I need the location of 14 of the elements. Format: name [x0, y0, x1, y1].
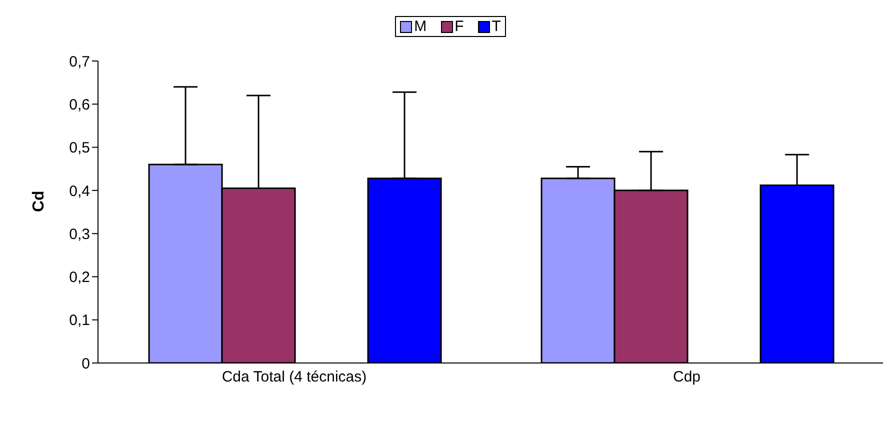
y-tick-label: 0 — [82, 355, 90, 372]
y-tick-label: 0,7 — [69, 53, 90, 70]
y-tick-label: 0,1 — [69, 312, 90, 330]
x-tick-label: Cda Total (4 técnicas) — [222, 368, 367, 386]
legend-label: F — [454, 18, 464, 35]
y-tick-label: 0,2 — [69, 269, 90, 286]
x-tick-label: Cdp — [672, 368, 701, 386]
y-tick-label: 0,5 — [69, 140, 90, 157]
legend-label: M — [413, 18, 427, 35]
legend-label: T — [490, 18, 501, 35]
y-tick-label: 0,3 — [69, 226, 90, 243]
y-tick-label: 0,6 — [69, 96, 90, 114]
y-axis-title: Cd — [30, 190, 48, 212]
y-tick-label: 0,4 — [69, 182, 90, 200]
